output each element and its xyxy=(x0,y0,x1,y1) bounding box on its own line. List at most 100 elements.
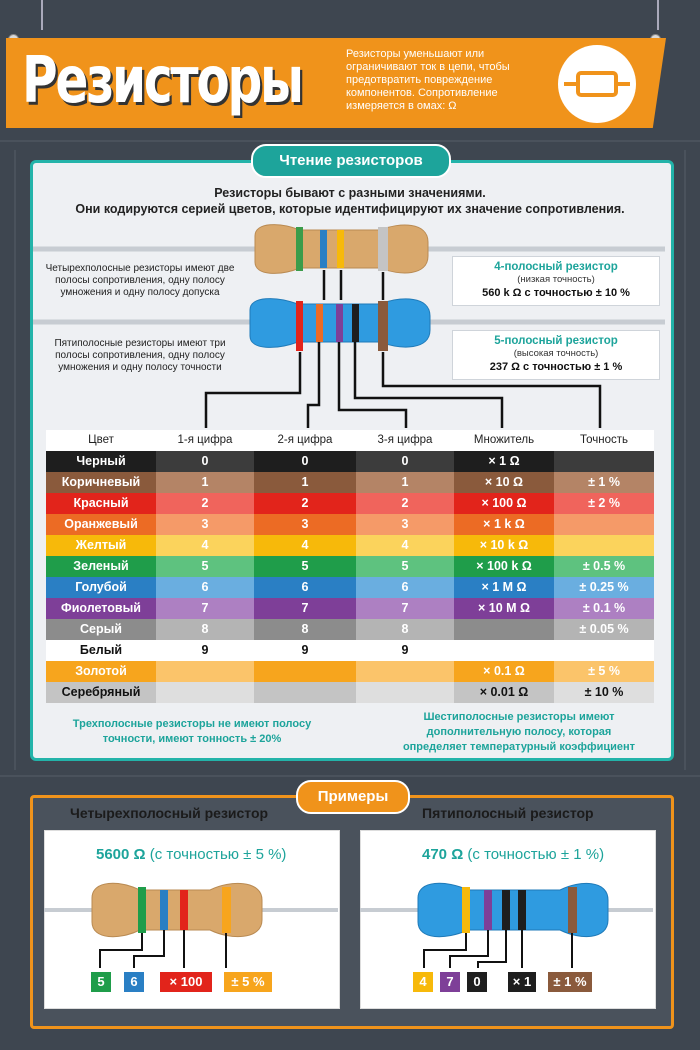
table-row: Голубой 6 6 6 × 1 M Ω ± 0.25 % xyxy=(46,577,654,598)
background-line xyxy=(684,150,686,770)
example-chip: 6 xyxy=(124,972,144,992)
header-multiplier: Множитель xyxy=(473,434,535,446)
band xyxy=(320,230,327,268)
table-cell-mult: × 1 k Ω xyxy=(454,514,554,535)
table-cell-d3: 8 xyxy=(356,619,454,640)
table-cell-d2: 1 xyxy=(254,472,356,493)
band xyxy=(378,301,388,351)
table-cell-mult: × 100 Ω xyxy=(454,493,554,514)
table-row: Зеленый 5 5 5 × 100 k Ω ± 0.5 % xyxy=(46,556,654,577)
table-cell-d1 xyxy=(156,661,254,682)
five-band-info-box: 5-полосный резистор (высокая точность) 2… xyxy=(452,330,660,380)
connector-line xyxy=(306,342,321,428)
intro-text: Резисторы бывают с разными значениями. О… xyxy=(30,185,670,217)
header-digit1: 1-я цифра xyxy=(177,434,233,446)
table-cell-d3: 5 xyxy=(356,556,454,577)
table-cell-tol xyxy=(554,535,654,556)
table-cell-name: Черный xyxy=(46,451,156,472)
table-row: Оранжевый 3 3 3 × 1 k Ω xyxy=(46,514,654,535)
table-cell-name: Оранжевый xyxy=(46,514,156,535)
table-cell-d2: 6 xyxy=(254,577,356,598)
table-row: Белый 9 9 9 xyxy=(46,640,654,661)
box5-value: 237 Ω с точностью ± 1 % xyxy=(489,361,623,373)
table-cell-tol xyxy=(554,514,654,535)
example-five-title: Пятиполосный резистор xyxy=(422,805,594,821)
hanging-string xyxy=(657,0,659,30)
table-cell-d3: 6 xyxy=(356,577,454,598)
example-chip: × 1 xyxy=(508,972,536,992)
example-five-value: 470 Ω (с точностью ± 1 %) xyxy=(422,846,605,863)
table-row: Черный 0 0 0 × 1 Ω xyxy=(46,451,654,472)
table-cell-name: Фиолетовый xyxy=(46,598,156,619)
table-cell-d1: 9 xyxy=(156,640,254,661)
example-chip: × 100 xyxy=(160,972,212,992)
table-cell-d3: 9 xyxy=(356,640,454,661)
table-cell-d1: 5 xyxy=(156,556,254,577)
table-row: Серебряный × 0.01 Ω ± 10 % xyxy=(46,682,654,703)
table-cell-d1: 2 xyxy=(156,493,254,514)
intro-line-1: Резисторы бывают с разными значениями. xyxy=(214,186,486,200)
table-row: Золотой × 0.1 Ω ± 5 % xyxy=(46,661,654,682)
table-cell-d3: 4 xyxy=(356,535,454,556)
table-cell-d2: 8 xyxy=(254,619,356,640)
table-cell-d2 xyxy=(254,661,356,682)
hanging-string xyxy=(41,0,43,30)
table-cell-d1: 1 xyxy=(156,472,254,493)
table-cell-d1: 0 xyxy=(156,451,254,472)
table-cell-tol: ± 2 % xyxy=(554,493,654,514)
table-cell-d2: 0 xyxy=(254,451,356,472)
box4-value: 560 k Ω с точностью ± 10 % xyxy=(482,287,630,299)
table-cell-name: Серебряный xyxy=(46,682,156,703)
table-cell-name: Голубой xyxy=(46,577,156,598)
header-digit3: 3-я цифра xyxy=(377,434,433,446)
table-cell-d2: 2 xyxy=(254,493,356,514)
table-row: Желтый 4 4 4 × 10 k Ω xyxy=(46,535,654,556)
table-cell-d3: 7 xyxy=(356,598,454,619)
box4-title: 4-полосный резистор xyxy=(494,261,618,273)
box4-subtitle: (низкая точность) xyxy=(517,274,595,285)
connector-line xyxy=(353,342,504,428)
resistor-icon xyxy=(558,45,636,123)
header-color: Цвет xyxy=(88,434,114,446)
table-cell-tol: ± 0.25 % xyxy=(554,577,654,598)
section-title-reading: Чтение резисторов xyxy=(251,144,451,178)
band xyxy=(352,304,359,342)
section-title-examples: Примеры xyxy=(296,780,410,814)
background-line xyxy=(0,140,700,142)
table-cell-tol xyxy=(554,640,654,661)
band xyxy=(316,304,323,342)
table-cell-mult: × 10 M Ω xyxy=(454,598,554,619)
table-cell-name: Желтый xyxy=(46,535,156,556)
table-cell-tol: ± 5 % xyxy=(554,661,654,682)
table-cell-mult xyxy=(454,619,554,640)
table-row: Серый 8 8 8 ± 0.05 % xyxy=(46,619,654,640)
background-line xyxy=(14,150,16,770)
table-cell-d3: 3 xyxy=(356,514,454,535)
table-cell-name: Серый xyxy=(46,619,156,640)
table-cell-mult: × 10 Ω xyxy=(454,472,554,493)
background-line xyxy=(0,775,700,777)
table-cell-mult: × 10 k Ω xyxy=(454,535,554,556)
table-cell-mult: × 100 k Ω xyxy=(454,556,554,577)
table-cell-tol: ± 1 % xyxy=(554,472,654,493)
example-chip: 5 xyxy=(91,972,111,992)
five-band-note: Пятиполосные резисторы имеют три полосы … xyxy=(54,338,226,373)
intro-line-2: Они кодируются серией цветов, которые ид… xyxy=(75,202,625,216)
table-cell-name: Коричневый xyxy=(46,472,156,493)
table-cell-mult: × 0.1 Ω xyxy=(454,661,554,682)
table-cell-tol: ± 0.1 % xyxy=(554,598,654,619)
table-cell-name: Зеленый xyxy=(46,556,156,577)
table-cell-mult xyxy=(454,640,554,661)
example-chip: ± 5 % xyxy=(224,972,272,992)
table-cell-d1 xyxy=(156,682,254,703)
four-band-note: Четырехполосные резисторы имеют две поло… xyxy=(45,263,235,298)
table-cell-tol xyxy=(554,451,654,472)
table-cell-d3: 0 xyxy=(356,451,454,472)
six-band-note: Шестиполосные резисторы имеют дополнител… xyxy=(402,711,636,753)
header-tolerance: Точность xyxy=(579,434,629,446)
band xyxy=(337,230,344,268)
table-cell-mult: × 0.01 Ω xyxy=(454,682,554,703)
table-cell-name: Золотой xyxy=(46,661,156,682)
table-cell-d3: 2 xyxy=(356,493,454,514)
